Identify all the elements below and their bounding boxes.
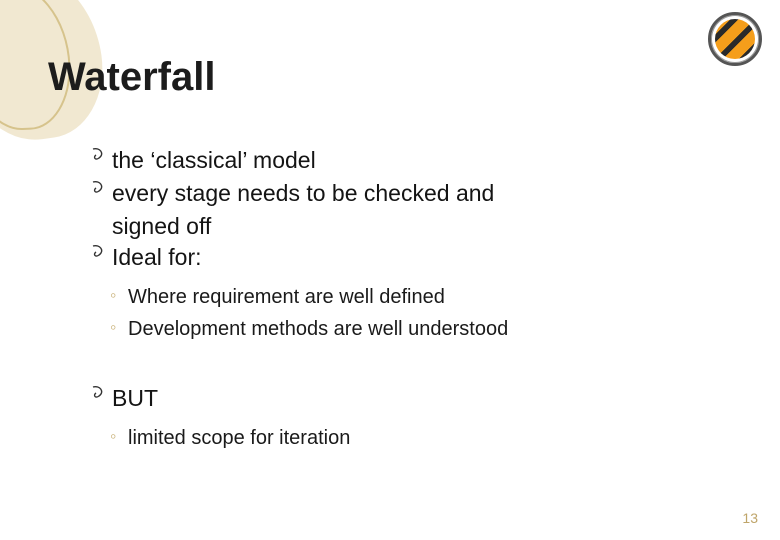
bullet-item: Ideal for: bbox=[90, 242, 720, 273]
slide-body: the ‘classical’ model every stage needs … bbox=[90, 145, 720, 470]
sub-bullet-list: ◦ Where requirement are well defined ◦ D… bbox=[110, 283, 720, 343]
bullet-item: BUT bbox=[90, 383, 720, 414]
bullet-text-continuation: signed off bbox=[112, 211, 720, 242]
sub-bullet-item: ◦ limited scope for iteration bbox=[110, 424, 720, 452]
bullet-item: the ‘classical’ model bbox=[90, 145, 720, 176]
sub-bullet-text: Where requirement are well defined bbox=[128, 283, 445, 311]
sub-bullet-item: ◦ Development methods are well understoo… bbox=[110, 315, 720, 343]
bullet-item: every stage needs to be checked and bbox=[90, 178, 720, 209]
sub-bullet-text: limited scope for iteration bbox=[128, 424, 350, 452]
ring-bullet-icon: ◦ bbox=[110, 424, 128, 449]
institution-logo bbox=[708, 12, 762, 66]
sub-bullet-text: Development methods are well understood bbox=[128, 315, 508, 343]
bullet-text: BUT bbox=[112, 383, 158, 414]
swirl-bullet-icon bbox=[90, 383, 110, 409]
ring-bullet-icon: ◦ bbox=[110, 315, 128, 340]
bullet-text: Ideal for: bbox=[112, 242, 202, 273]
slide-title: Waterfall bbox=[48, 55, 215, 100]
swirl-bullet-icon bbox=[90, 242, 110, 268]
sub-bullet-item: ◦ Where requirement are well defined bbox=[110, 283, 720, 311]
swirl-bullet-icon bbox=[90, 145, 110, 171]
swirl-bullet-icon bbox=[90, 178, 110, 204]
bullet-text: every stage needs to be checked and bbox=[112, 178, 494, 209]
ring-bullet-icon: ◦ bbox=[110, 283, 128, 308]
sub-bullet-list: ◦ limited scope for iteration bbox=[110, 424, 720, 452]
page-number: 13 bbox=[742, 510, 758, 526]
bullet-text: the ‘classical’ model bbox=[112, 145, 316, 176]
